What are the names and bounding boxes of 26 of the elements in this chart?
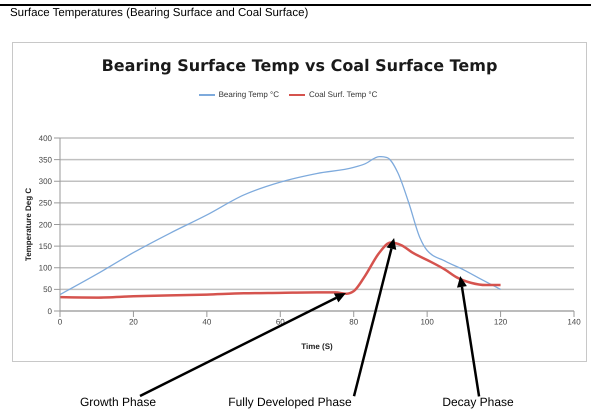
legend-label: Coal Surf. Temp °C [309, 90, 378, 100]
text: Surface Temperatures (Bearing Surface and Coal Surface) [10, 7, 308, 19]
annotation: Fully Developed Phase [227, 395, 353, 409]
line-series [60, 156, 502, 296]
y-tick-label: 0 [48, 306, 53, 316]
x-tick-label: 0 [58, 318, 63, 327]
x-tick-label: 80 [349, 318, 359, 327]
y-tick-label: 50 [43, 285, 53, 294]
annotation: Decay Phase [441, 395, 515, 409]
y-tick-label: 350 [38, 155, 53, 164]
text: Growth Phase [78, 395, 158, 409]
y-tick-label: 300 [38, 177, 53, 186]
x-axis-title: Time (S) [301, 342, 334, 351]
x-tick-label: 40 [202, 318, 212, 327]
legend-label: Bearing Temp °C [218, 90, 279, 100]
y-tick-label: 150 [38, 242, 53, 251]
x-tick-label: 140 [567, 318, 582, 327]
y-tick-label: 250 [38, 198, 53, 208]
x-tick-label: 120 [494, 318, 508, 327]
y-axis-title: Temperature Deg C [24, 188, 33, 262]
y-tick-label: 100 [38, 264, 53, 273]
y-tick-label: 200 [38, 220, 53, 230]
y-tick-label: 400 [38, 134, 53, 143]
chart-title: Bearing Surface Temp vs Coal Surface Temp [100, 56, 498, 75]
x-tick-label: 20 [128, 318, 138, 327]
x-tick-label: 100 [420, 318, 434, 327]
